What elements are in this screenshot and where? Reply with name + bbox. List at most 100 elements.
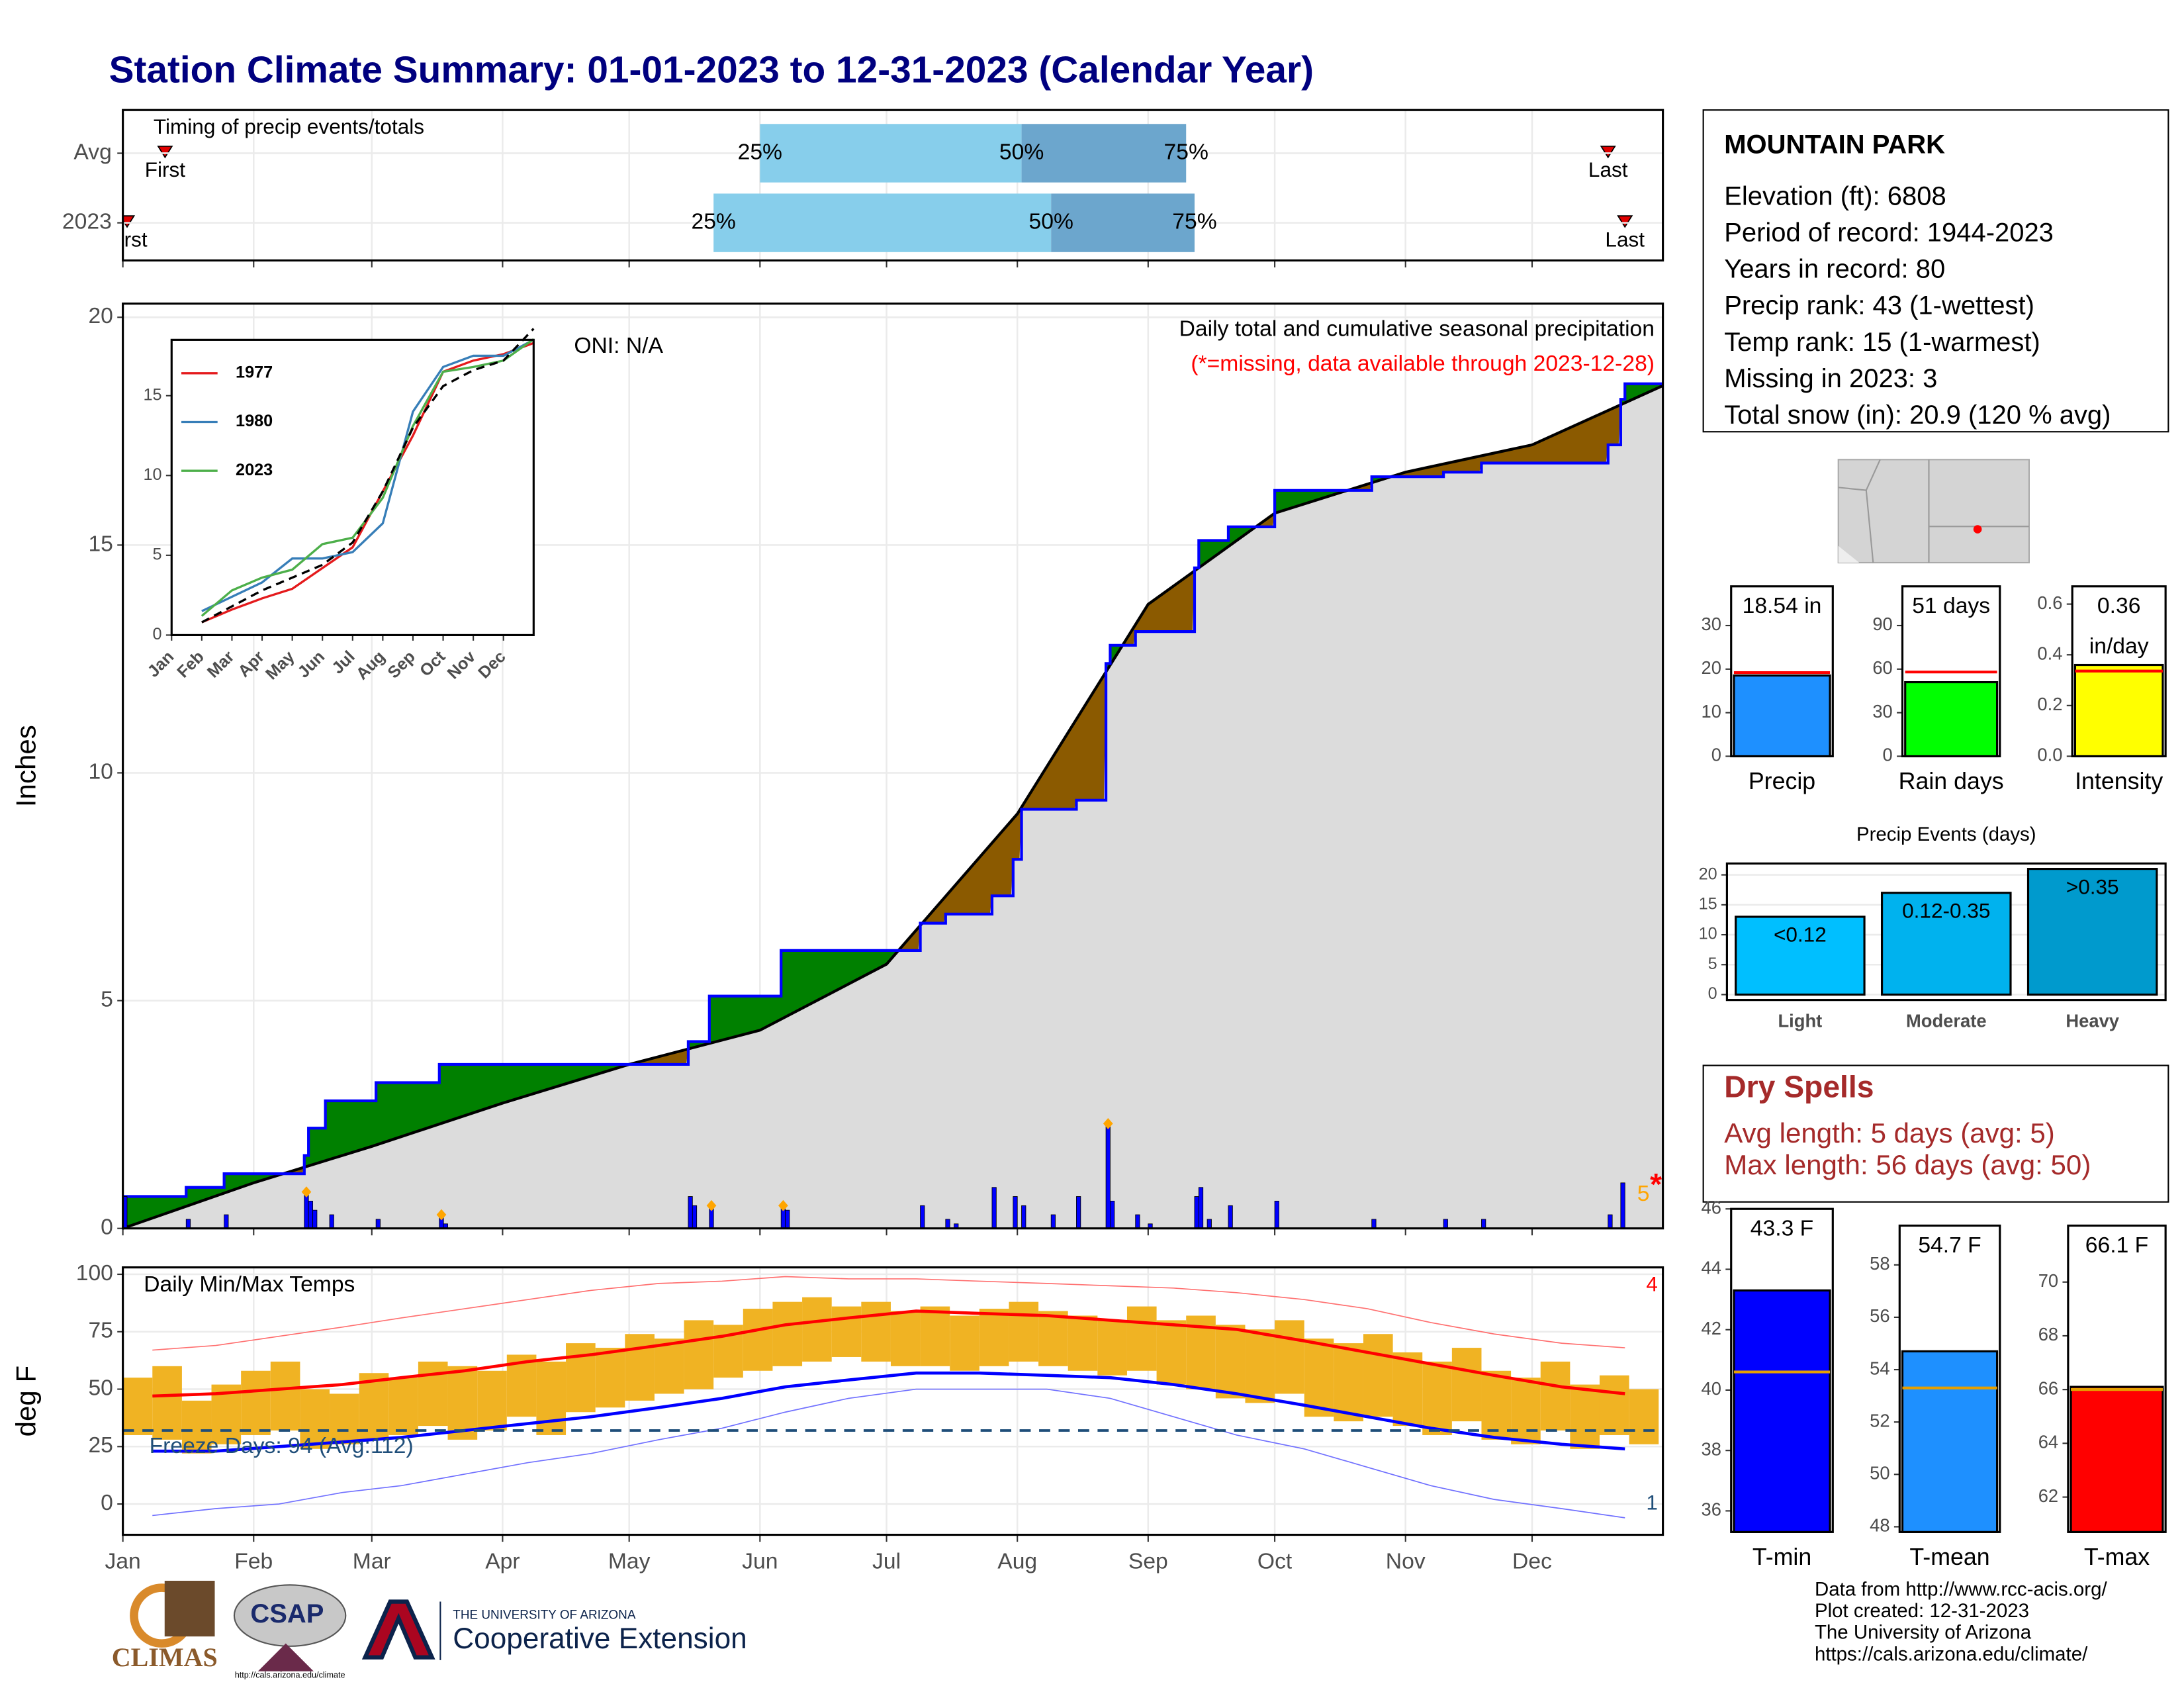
event-marker xyxy=(1617,215,1633,228)
bar-label: >0.35 xyxy=(2066,874,2119,898)
event-marker xyxy=(1600,146,1616,159)
category-label: T-max xyxy=(2084,1544,2150,1570)
daily-bar xyxy=(329,1214,334,1229)
daily-bar xyxy=(1013,1196,1018,1229)
temp-range-bar xyxy=(418,1361,448,1427)
temp-range-bar xyxy=(1156,1320,1187,1385)
bar xyxy=(1880,892,2012,996)
daily-bar xyxy=(1274,1200,1279,1229)
station-name: MOUNTAIN PARK xyxy=(1724,130,1945,159)
y-tick-label: 54 xyxy=(1870,1358,1889,1378)
y-tick-label: 25 xyxy=(88,1433,113,1458)
bar xyxy=(1733,1289,1831,1533)
y-tick-label: 5 xyxy=(101,987,113,1011)
temp-range-bar xyxy=(1068,1315,1098,1371)
y-tick-label: 100 xyxy=(76,1261,113,1286)
temp-range-bar xyxy=(625,1334,655,1401)
note: ONI: N/A xyxy=(574,334,663,358)
temp-range-bar xyxy=(802,1297,832,1362)
logo-text: http://cals.arizona.edu/climate xyxy=(235,1670,345,1679)
value-label: 18.54 in xyxy=(1743,594,1822,618)
y-tick-label: 46 xyxy=(1702,1197,1721,1217)
bar xyxy=(2026,868,2158,996)
temp-range-bar xyxy=(1097,1320,1127,1376)
temp-range-bar xyxy=(920,1306,950,1366)
daily-bar xyxy=(1228,1205,1233,1229)
quartile-bar xyxy=(1021,124,1187,183)
station-info: Total snow (in): 20.9 (120 % avg) xyxy=(1724,400,2111,430)
temp-range-bar xyxy=(654,1338,684,1394)
credit-line: The University of Arizona xyxy=(1815,1622,2032,1644)
y-tick-label: 64 xyxy=(2038,1432,2058,1452)
temp-range-bar xyxy=(1334,1343,1363,1422)
missing-marker: * xyxy=(1650,1167,1662,1201)
plot-frame xyxy=(122,1266,1664,1536)
unit-label: in/day xyxy=(2089,634,2149,659)
y-tick-label: 56 xyxy=(1870,1305,1889,1326)
y-tick-label: 50 xyxy=(88,1376,113,1400)
quartile-bar xyxy=(760,124,1022,183)
dry-spells-title: Dry Spells xyxy=(1724,1070,1874,1104)
averages-line xyxy=(152,1309,1625,1398)
daily-bar xyxy=(1135,1214,1140,1229)
x-tick-label: Jul xyxy=(872,1550,901,1574)
quartile-label: 50% xyxy=(1029,210,1073,234)
temp-range-bar xyxy=(300,1389,330,1449)
x-tick-label: Heavy xyxy=(2066,1011,2119,1031)
plot-frame xyxy=(122,303,1664,1230)
y-tick-label: 90 xyxy=(1872,614,1892,634)
records-line xyxy=(152,1276,1625,1351)
panel-title: Daily Min/Max Temps xyxy=(144,1272,355,1297)
quartile-bar xyxy=(713,193,1052,252)
bar xyxy=(1733,674,1831,758)
daily-bar xyxy=(185,1219,191,1229)
series-line xyxy=(201,338,535,612)
x-tick-label: May xyxy=(608,1550,651,1574)
event-marker xyxy=(157,146,173,159)
y-tick-label: 70 xyxy=(2038,1270,2058,1291)
temp-range-bar xyxy=(1511,1378,1541,1444)
daily-bar xyxy=(1105,1123,1111,1229)
y-tick-label: 10 xyxy=(1699,925,1717,943)
y-tick-label: 68 xyxy=(2038,1324,2058,1344)
temp-range-bar xyxy=(890,1311,921,1366)
temp-range-bar xyxy=(1126,1306,1157,1371)
averages-line xyxy=(152,1371,1625,1453)
y-tick-label: 38 xyxy=(1702,1438,1721,1459)
temp-range-bar xyxy=(1304,1338,1334,1417)
plot-frame xyxy=(170,338,535,636)
plot-frame xyxy=(1725,862,2167,1002)
temp-range-bar xyxy=(447,1366,478,1440)
value-label: 66.1 F xyxy=(2085,1233,2148,1258)
x-tick-label: Sep xyxy=(1128,1550,1168,1574)
daily-bar xyxy=(1021,1205,1026,1229)
y-tick-label: 0 xyxy=(101,1491,113,1515)
page-title: Station Climate Summary: 01-01-2023 to 1… xyxy=(109,49,1314,91)
cumulative-line xyxy=(122,382,1663,1198)
temp-range-bar xyxy=(1392,1352,1423,1427)
daily-bar xyxy=(785,1209,790,1229)
y-axis-label: Inches xyxy=(11,725,42,807)
temp-range-bar xyxy=(359,1373,389,1440)
temp-range-bar xyxy=(1422,1361,1452,1435)
logo-text: CLIMAS xyxy=(112,1642,218,1672)
plot-background xyxy=(171,340,534,635)
value-label: 51 days xyxy=(1912,594,1990,618)
y-tick-label: 48 xyxy=(1870,1515,1889,1536)
daily-bar xyxy=(312,1209,318,1229)
credit-line: Plot created: 12-31-2023 xyxy=(1815,1600,2029,1622)
y-tick-label: 5 xyxy=(1708,955,1717,973)
event-label: Last xyxy=(1588,158,1628,181)
note: Daily total and cumulative seasonal prec… xyxy=(1179,317,1655,342)
temp-range-bar xyxy=(388,1378,418,1435)
y-tick-label: 0 xyxy=(101,1215,113,1240)
bar xyxy=(2070,1385,2164,1533)
daily-bar xyxy=(224,1214,229,1229)
temp-range-bar xyxy=(1570,1384,1600,1449)
panel-title: Precip Events (days) xyxy=(1856,823,2036,845)
y-tick-label: 30 xyxy=(1872,701,1892,722)
dry-spells-line: Max length: 56 days (avg: 50) xyxy=(1724,1149,2091,1180)
y-tick-label: 5 xyxy=(153,545,162,564)
dry-spells-line: Avg length: 5 days (avg: 5) xyxy=(1724,1117,2055,1149)
quartile-label: 75% xyxy=(1172,210,1216,234)
